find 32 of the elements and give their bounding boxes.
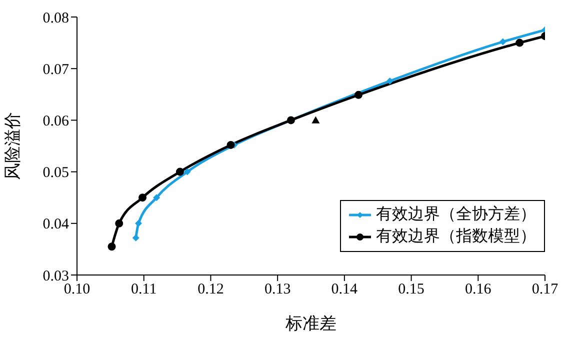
point: [153, 194, 160, 202]
point: [115, 219, 124, 228]
x-tick-label: 0.16: [465, 282, 492, 298]
x-tick-label: 0.15: [398, 282, 424, 298]
point: [108, 242, 116, 251]
y-tick-label: 0.05: [42, 165, 69, 182]
x-tick-label: 0.12: [198, 282, 224, 298]
x-tick-label: 0.14: [331, 282, 358, 298]
point: [354, 90, 362, 99]
point: [176, 168, 184, 176]
point: [184, 168, 191, 176]
point: [499, 38, 506, 46]
x-tick-label: 0.13: [264, 282, 291, 298]
point: [312, 116, 320, 124]
legend-label: 有效边界（指数模型）: [376, 226, 536, 247]
point: [132, 234, 140, 242]
y-tick-label: 0.07: [42, 62, 70, 78]
point: [138, 194, 147, 202]
y-tick-label: 0.04: [42, 216, 70, 233]
x-tick-label: 0.11: [131, 282, 157, 298]
y-tick-label: 0.03: [42, 268, 69, 284]
y-tick-label: 0.08: [42, 10, 69, 26]
y-tick-label: 0.06: [42, 114, 70, 130]
point: [135, 220, 142, 227]
x-tick-label: 0.17: [532, 282, 559, 298]
point: [226, 140, 235, 149]
point: [386, 77, 394, 84]
legend-label: 有效边界（全协方差）: [376, 204, 536, 225]
x-axis-title: 标准差: [284, 314, 336, 333]
y-axis-title: 风险溢价: [3, 112, 22, 180]
point: [516, 38, 524, 47]
x-tick-label: 0.10: [64, 282, 90, 298]
